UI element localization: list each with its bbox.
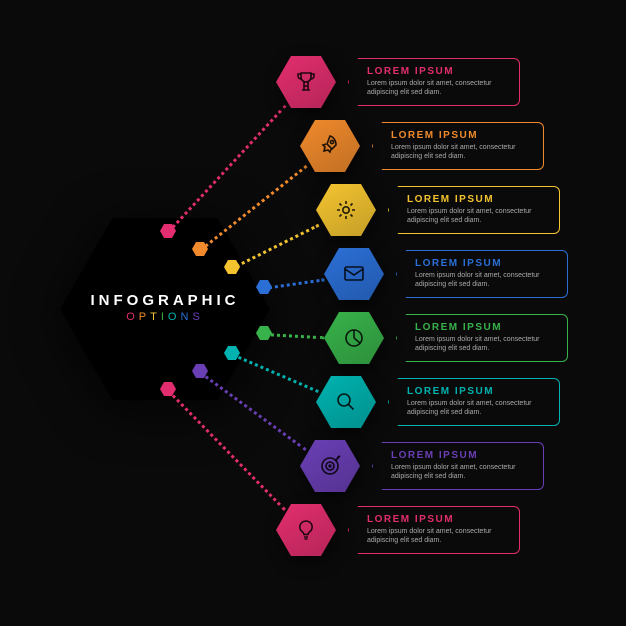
option-node <box>276 504 336 556</box>
option-node <box>316 184 376 236</box>
option-node <box>300 120 360 172</box>
connector-line <box>231 353 319 393</box>
subtitle-char: O <box>168 311 181 323</box>
option-node <box>324 248 384 300</box>
option-hexagon <box>276 56 336 108</box>
callout-title: LOREM IPSUM <box>391 450 533 461</box>
callout-desc: Lorem ipsum dolor sit amet, consectetur … <box>367 79 509 98</box>
subtitle-char: S <box>192 311 203 323</box>
center-title: INFOGRAPHIC <box>88 292 242 309</box>
option-callout: LOREM IPSUM Lorem ipsum dolor sit amet, c… <box>348 506 520 554</box>
gear-icon <box>333 197 359 223</box>
option-callout: LOREM IPSUM Lorem ipsum dolor sit amet, c… <box>396 250 568 298</box>
callout-desc: Lorem ipsum dolor sit amet, consectetur … <box>415 335 557 354</box>
callout-title: LOREM IPSUM <box>367 66 509 77</box>
callout-title: LOREM IPSUM <box>407 194 549 205</box>
callout-title: LOREM IPSUM <box>407 386 549 397</box>
connector-line <box>264 278 325 290</box>
trophy-icon <box>293 69 319 95</box>
option-callout: LOREM IPSUM Lorem ipsum dolor sit amet, c… <box>388 378 560 426</box>
option-hexagon <box>324 312 384 364</box>
callout-desc: Lorem ipsum dolor sit amet, consectetur … <box>367 527 509 546</box>
option-callout: LOREM IPSUM Lorem ipsum dolor sit amet, c… <box>348 58 520 106</box>
subtitle-char: O <box>126 311 139 323</box>
subtitle-char: P <box>139 311 150 323</box>
connector-line <box>167 389 286 511</box>
option-node <box>316 376 376 428</box>
option-node <box>300 440 360 492</box>
bulb-icon <box>293 517 319 543</box>
connector-line <box>264 333 324 339</box>
callout-title: LOREM IPSUM <box>367 514 509 525</box>
option-callout: LOREM IPSUM Lorem ipsum dolor sit amet, c… <box>372 122 544 170</box>
option-callout: LOREM IPSUM Lorem ipsum dolor sit amet, c… <box>396 314 568 362</box>
option-hexagon <box>316 184 376 236</box>
callout-desc: Lorem ipsum dolor sit amet, consectetur … <box>391 463 533 482</box>
option-callout: LOREM IPSUM Lorem ipsum dolor sit amet, c… <box>372 442 544 490</box>
connector-line <box>167 104 287 233</box>
callout-desc: Lorem ipsum dolor sit amet, consectetur … <box>415 271 557 290</box>
callout-title: LOREM IPSUM <box>415 258 557 269</box>
center-subtitle: OPTIONS <box>88 311 242 323</box>
option-hexagon <box>300 120 360 172</box>
subtitle-char: I <box>161 311 168 323</box>
option-callout: LOREM IPSUM Lorem ipsum dolor sit amet, c… <box>388 186 560 234</box>
callout-desc: Lorem ipsum dolor sit amet, consectetur … <box>391 143 533 162</box>
subtitle-char: T <box>150 311 161 323</box>
mail-icon <box>341 261 367 287</box>
search-icon <box>333 389 359 415</box>
option-hexagon <box>324 248 384 300</box>
option-node <box>276 56 336 108</box>
callout-desc: Lorem ipsum dolor sit amet, consectetur … <box>407 207 549 226</box>
option-hexagon <box>316 376 376 428</box>
option-hexagon <box>276 504 336 556</box>
connector-line <box>231 224 320 270</box>
option-hexagon <box>300 440 360 492</box>
rocket-icon <box>317 133 343 159</box>
infographic-stage: INFOGRAPHIC OPTIONS LOREM IPSUMLorem ips… <box>0 0 626 626</box>
subtitle-char: N <box>180 311 192 323</box>
callout-title: LOREM IPSUM <box>391 130 533 141</box>
center-label: INFOGRAPHIC OPTIONS <box>88 292 242 323</box>
target-icon <box>317 453 343 479</box>
option-node <box>324 312 384 364</box>
pie-icon <box>341 325 367 351</box>
callout-desc: Lorem ipsum dolor sit amet, consectetur … <box>407 399 549 418</box>
callout-title: LOREM IPSUM <box>415 322 557 333</box>
